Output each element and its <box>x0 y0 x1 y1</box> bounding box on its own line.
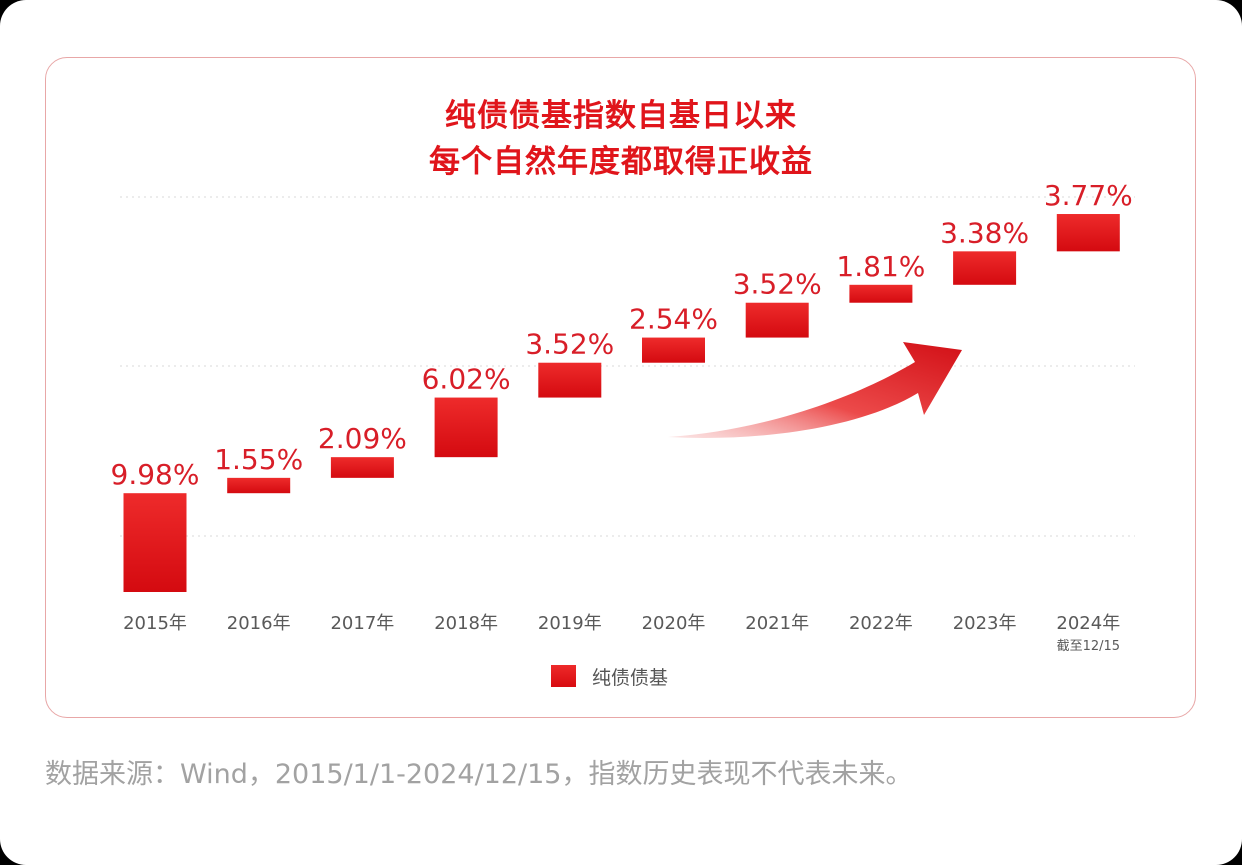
bars <box>123 214 1120 592</box>
bar-2023年 <box>953 251 1017 285</box>
x-tick-2024年: 2024年 <box>1056 613 1120 634</box>
bar-2017年 <box>330 457 394 478</box>
data-label-2022年: 1.81% <box>836 250 925 283</box>
data-label-2020年: 2.54% <box>629 303 718 336</box>
data-label-2015年: 9.98% <box>111 458 200 491</box>
bar-2015年 <box>123 493 187 592</box>
data-labels: 9.98% 1.55% 2.09% 6.02% 3.52% 2.54% 3.52% 1.81%… <box>111 179 1133 491</box>
legend-swatch <box>551 665 576 687</box>
x-tick-2017年: 2017年 <box>330 613 394 634</box>
data-label-2017年: 2.09% <box>318 422 407 455</box>
bar-2016年 <box>227 477 291 494</box>
x-tick-labels: 2015年 2016年 2017年 2018年 2019年 2020年 2021年 2022年… <box>123 613 1120 654</box>
chart-card <box>45 57 1196 718</box>
data-label-2023年: 3.38% <box>940 216 1029 249</box>
chart-title-line-1: 纯债债基指数自基日以来 <box>445 98 797 134</box>
bar-2018年 <box>434 397 498 458</box>
data-label-2016年: 1.55% <box>214 443 303 476</box>
x-tick-2019年: 2019年 <box>538 613 602 634</box>
bar-2019年 <box>538 362 602 398</box>
trend-arrow <box>668 342 962 438</box>
bar-2021年 <box>745 302 809 338</box>
x-tick-2018年: 2018年 <box>434 613 498 634</box>
chart-title-line-2: 每个自然年度都取得正收益 <box>429 144 813 180</box>
gridlines <box>120 196 1135 537</box>
source-note: 数据来源：Wind，2015/1/1-2024/12/15，指数历史表现不代表未… <box>45 759 913 790</box>
x-tick-2023年: 2023年 <box>953 613 1017 634</box>
bar-2024年 <box>1056 214 1120 252</box>
x-tick-note: 截至12/15 <box>1057 639 1120 654</box>
data-label-2021年: 3.52% <box>733 268 822 301</box>
bar-2020年 <box>642 337 705 363</box>
x-tick-2020年: 2020年 <box>642 613 706 634</box>
x-tick-2016年: 2016年 <box>227 613 291 634</box>
bar-2022年 <box>849 284 913 303</box>
data-label-2024年: 3.77% <box>1044 179 1133 212</box>
x-tick-2022年: 2022年 <box>849 613 913 634</box>
data-label-2018年: 6.02% <box>422 363 511 396</box>
x-tick-2015年: 2015年 <box>123 613 187 634</box>
legend: 纯债债基 <box>551 662 668 690</box>
x-tick-2021年: 2021年 <box>745 613 809 634</box>
legend-label: 纯债债基 <box>592 666 669 689</box>
data-label-2019年: 3.52% <box>525 328 614 361</box>
